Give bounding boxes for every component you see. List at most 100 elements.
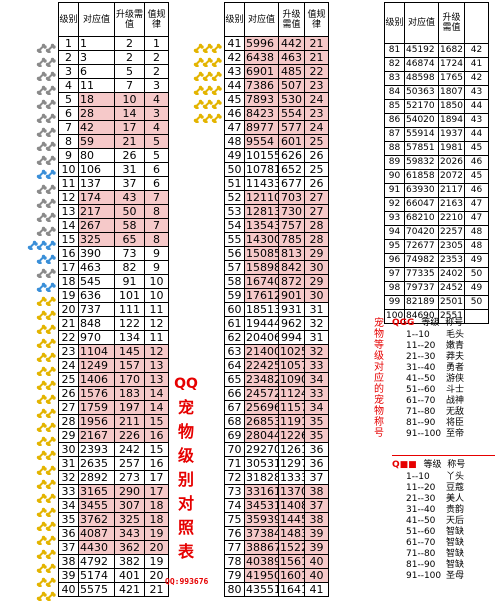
upgrade-cell: 1157 bbox=[278, 400, 305, 415]
table-row: 12 174 43 7 bbox=[58, 190, 169, 205]
legend-qmm-tag: Q■■ bbox=[392, 460, 417, 470]
grade-cell: 27 bbox=[58, 400, 79, 415]
qq-cell: 43551 bbox=[244, 582, 279, 597]
qq-cell: 68210 bbox=[404, 211, 439, 226]
upgrade-cell: 37 bbox=[114, 176, 145, 191]
law-cell: 50 bbox=[464, 295, 489, 310]
title-char: 表 bbox=[177, 542, 194, 561]
qq-cell: 1 bbox=[78, 36, 115, 51]
qq-cell: 7386 bbox=[244, 78, 279, 93]
law-cell: 24 bbox=[304, 92, 329, 107]
grade-cell: 51 bbox=[224, 176, 245, 191]
law-cell: 19 bbox=[144, 554, 169, 569]
law-cell: 43 bbox=[464, 113, 489, 128]
legend-row: 31--40 勇者 bbox=[392, 363, 498, 374]
upgrade-cell: 1522 bbox=[278, 540, 305, 555]
table-row: 28 1956 211 15 bbox=[58, 414, 169, 429]
qq-cell: 31828 bbox=[244, 470, 279, 485]
law-cell: 39 bbox=[304, 540, 329, 555]
upgrade-cell: 1765 bbox=[438, 71, 465, 86]
qq-cell: 26853 bbox=[244, 414, 279, 429]
upgrade-cell: 1261 bbox=[278, 442, 305, 457]
upgrade-cell: 1408 bbox=[278, 498, 305, 513]
table-row: 20 737 111 11 bbox=[58, 302, 169, 317]
upgrade-cell: 652 bbox=[278, 162, 305, 177]
grade-cell: 55 bbox=[224, 232, 245, 247]
legend-row: 41--50 天后 bbox=[392, 516, 498, 527]
grade-cell: 16 bbox=[58, 246, 79, 261]
qq-cell: 4087 bbox=[78, 526, 115, 541]
grade-cell: 12 bbox=[58, 190, 79, 205]
qq-cell: 12110 bbox=[244, 190, 279, 205]
table-row: 40 5575 421 21 bbox=[58, 582, 169, 597]
legend-row: 71--80 无敌 bbox=[392, 407, 498, 418]
table-row: 34 3455 307 18 bbox=[58, 498, 169, 513]
law-cell: 6 bbox=[144, 176, 169, 191]
law-cell: 32 bbox=[304, 316, 329, 331]
table-row: 4 11 7 3 bbox=[58, 78, 169, 93]
table-row: 95 72677 2305 48 bbox=[384, 239, 489, 254]
table-row: 42 6438 463 21 bbox=[224, 50, 329, 65]
upgrade-cell: 5 bbox=[114, 64, 145, 79]
note-char: 等 bbox=[374, 340, 384, 351]
grade-cell: 14 bbox=[58, 218, 79, 233]
table-row: 27 1759 197 14 bbox=[58, 400, 169, 415]
law-cell: 9 bbox=[144, 246, 169, 261]
qq-cell: 70420 bbox=[404, 225, 439, 240]
table-row: 32 2892 273 17 bbox=[58, 470, 169, 485]
upgrade-cell: 703 bbox=[278, 190, 305, 205]
qq-cell: 737 bbox=[78, 302, 115, 317]
legend-range: 81--90 bbox=[406, 560, 436, 570]
upgrade-cell: 2501 bbox=[438, 295, 465, 310]
upgrade-cell: 145 bbox=[114, 344, 145, 359]
header-grade: 级别 bbox=[58, 2, 79, 37]
law-cell: 50 bbox=[464, 267, 489, 282]
law-cell: 25 bbox=[304, 162, 329, 177]
qq-cell: 6901 bbox=[244, 64, 279, 79]
legend-row: 11--20 嫩青 bbox=[392, 341, 498, 352]
table-header-row: 级别 对应值 升级需值 值规律 bbox=[58, 2, 169, 37]
table-row: 60 18513 931 31 bbox=[224, 302, 329, 317]
upgrade-cell: 842 bbox=[278, 260, 305, 275]
grade-cell: 33 bbox=[58, 484, 79, 499]
table-row: 36 4087 343 19 bbox=[58, 526, 169, 541]
upgrade-cell: 401 bbox=[114, 568, 145, 583]
upgrade-cell: 1724 bbox=[438, 57, 465, 72]
table-row: 41 5996 442 21 bbox=[224, 36, 329, 51]
law-cell: 29 bbox=[304, 274, 329, 289]
qq-cell: 174 bbox=[78, 190, 115, 205]
levels-table-1: 级别 对应值 升级需值 值规律 1 1 2 1 2 3 2 2 3 6 5 2 4 11 7 3 5 18 10 4 6… bbox=[58, 2, 169, 597]
law-cell: 42 bbox=[464, 43, 489, 58]
note-char: 物 bbox=[374, 406, 384, 417]
law-cell: 32 bbox=[304, 344, 329, 359]
qq-cell: 5575 bbox=[78, 582, 115, 597]
law-cell: 49 bbox=[464, 253, 489, 268]
qq-cell: 18513 bbox=[244, 302, 279, 317]
legend-qmm-rows: 1--10 丫头 11--20 豆蔻 21--30 美人 31--40 贵韵 41--50 天后 5… bbox=[392, 472, 498, 582]
upgrade-cell: 757 bbox=[278, 218, 305, 233]
qq-cell: 54020 bbox=[404, 113, 439, 128]
grade-cell: 88 bbox=[384, 141, 405, 156]
table-row: 23 1104 145 12 bbox=[58, 344, 169, 359]
qq-cell: 137 bbox=[78, 176, 115, 191]
legend-range: 1--10 bbox=[406, 472, 430, 482]
upgrade-cell: 1894 bbox=[438, 113, 465, 128]
qq-cell: 3 bbox=[78, 50, 115, 65]
legend-range: 51--60 bbox=[406, 385, 436, 395]
legend-qmm: Q■■ 等级 称号 1--10 丫头 11--20 豆蔻 21--30 美人 31--40 贵… bbox=[392, 460, 498, 582]
law-cell: 6 bbox=[144, 162, 169, 177]
table-row: 22 970 134 11 bbox=[58, 330, 169, 345]
upgrade-cell: 994 bbox=[278, 330, 305, 345]
grade-cell: 68 bbox=[224, 414, 245, 429]
law-cell: 47 bbox=[464, 211, 489, 226]
legend-title: 游侠 bbox=[446, 374, 465, 384]
grade-cell: 75 bbox=[224, 512, 245, 527]
header-law bbox=[464, 2, 489, 44]
grade-cell: 65 bbox=[224, 372, 245, 387]
grade-cell: 21 bbox=[58, 316, 79, 331]
table-row: 31 2635 257 16 bbox=[58, 456, 169, 471]
law-cell: 10 bbox=[144, 288, 169, 303]
legend-range: 31--40 bbox=[406, 363, 436, 373]
table-row: 96 74982 2353 49 bbox=[384, 253, 489, 268]
table-row: 53 12813 730 27 bbox=[224, 204, 329, 219]
